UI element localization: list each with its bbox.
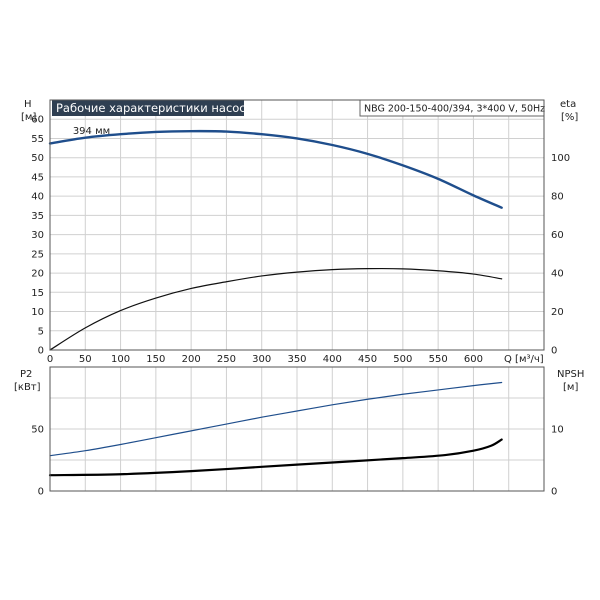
impeller-diameter-label: 394 мм: [73, 126, 110, 137]
p2-curve: [49, 381, 503, 457]
x-tick-label: 500: [393, 354, 412, 365]
h-tick-label: 25: [31, 249, 44, 260]
upper-plot-frame: [49, 99, 545, 351]
npsh-axis-label: NPSH: [557, 369, 584, 380]
upper-grid: [50, 100, 544, 350]
model-label: NBG 200-150-400/394, 3*400 V, 50Hz: [364, 104, 545, 115]
h-tick-label: 55: [31, 134, 44, 145]
h-tick-label: 10: [31, 307, 44, 318]
x-tick-label: 250: [217, 354, 236, 365]
lower-series-layer: [48, 381, 503, 477]
h-tick-label: 35: [31, 211, 44, 222]
q-axis-label: Q [м³/ч]: [504, 354, 544, 365]
p2-axis-unit: [кВт]: [14, 382, 41, 393]
x-tick-label: 100: [111, 354, 130, 365]
npsh-tick-label: 0: [551, 487, 557, 498]
eta-curve: [49, 267, 503, 351]
p2-tick-label: 0: [38, 487, 44, 498]
h-tick-label: 20: [31, 269, 44, 280]
npsh-axis-unit: [м]: [563, 382, 578, 393]
x-tick-label: 350: [287, 354, 306, 365]
upper-tick-labels: 0 50 100 150 200 250 300 350 400 450 500 550 6000510…: [31, 115, 570, 365]
h-axis-label: H: [24, 99, 32, 110]
eta-axis-unit: [%]: [561, 112, 578, 123]
h-tick-label: 15: [31, 288, 44, 299]
npsh-curve: [48, 438, 503, 477]
h-tick-label: 60: [31, 115, 44, 126]
x-tick-label: 150: [146, 354, 165, 365]
h-tick-label: 50: [31, 153, 44, 164]
lower-tick-labels: 0 50 0 10: [31, 425, 563, 498]
p2-tick-label: 50: [31, 425, 44, 436]
x-tick-label: 450: [358, 354, 377, 365]
upper-series-layer: [48, 129, 503, 351]
lower-plot-frame: [49, 366, 545, 492]
eta-tick-label: 20: [551, 307, 564, 318]
chart-title-box: [52, 100, 244, 116]
x-tick-label: 400: [323, 354, 342, 365]
npsh-tick-label: 10: [551, 425, 564, 436]
x-tick-label: 600: [464, 354, 483, 365]
h-tick-label: 45: [31, 172, 44, 183]
h-tick-label: 30: [31, 230, 44, 241]
p2-axis-label: P2: [20, 369, 32, 380]
eta-tick-label: 60: [551, 230, 564, 241]
x-tick-label: 50: [79, 354, 92, 365]
chart-title: Рабочие характеристики насоса: [56, 101, 253, 115]
h-axis-unit: [м]: [21, 112, 36, 123]
x-tick-label: 0: [47, 354, 53, 365]
eta-tick-label: 0: [551, 346, 557, 357]
eta-tick-label: 40: [551, 269, 564, 280]
x-tick-label: 200: [182, 354, 201, 365]
eta-tick-label: 80: [551, 192, 564, 203]
h-curve: [48, 129, 503, 209]
h-tick-label: 40: [31, 192, 44, 203]
h-tick-label: 0: [38, 346, 44, 357]
eta-axis-label: eta: [560, 99, 576, 110]
h-tick-label: 5: [38, 326, 44, 337]
eta-tick-label: 100: [551, 153, 570, 164]
x-tick-label: 550: [429, 354, 448, 365]
x-tick-label: 300: [252, 354, 271, 365]
